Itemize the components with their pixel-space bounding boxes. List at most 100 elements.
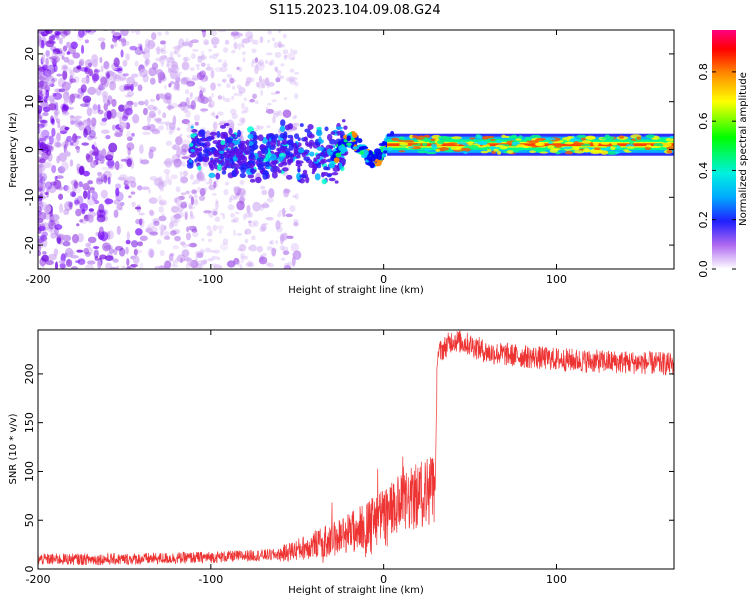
spec-noise-blob (149, 222, 154, 229)
spec-noise-blob (211, 37, 220, 45)
spec-noise-blob (169, 230, 177, 236)
spec-noise-blob (80, 88, 85, 97)
spec-noise-blob (149, 98, 156, 102)
spec-noise-blob (100, 173, 108, 183)
spec-noise-blob (212, 193, 217, 196)
spec-noise-blob (166, 56, 175, 64)
spec-noise-blob (83, 270, 86, 275)
spec-signal-blob (334, 180, 339, 184)
spec-signal-blob (326, 173, 332, 178)
spec-signal-blob (606, 151, 618, 155)
spec-signal-blob (296, 172, 302, 181)
spec-noise-blob (258, 256, 268, 265)
spec-noise-blob (281, 232, 288, 241)
spec-noise-blob (99, 30, 104, 31)
spec-noise-blob (172, 245, 179, 250)
spec-noise-blob (58, 37, 63, 45)
spec-signal-blob (216, 130, 221, 139)
spec-noise-blob (38, 115, 43, 122)
spec-noise-blob (180, 77, 189, 85)
colorbar-label: Normalized spectral amplitude (738, 72, 749, 226)
spec-noise-blob (171, 66, 175, 73)
snr-y-tick-label: 50 (23, 513, 36, 527)
spec-signal-blob (264, 161, 271, 167)
spec-noise-blob (139, 44, 143, 51)
spec-y-tick-label: 0 (23, 146, 36, 153)
spec-signal-blob (238, 159, 242, 167)
spec-noise-blob (169, 50, 174, 61)
spec-signal-blob (398, 150, 406, 153)
spec-noise-blob (271, 99, 277, 103)
spec-noise-blob (78, 181, 83, 188)
snr-x-ticks: -200 -100 0 100 (26, 330, 567, 586)
spec-signal-blob (666, 149, 673, 154)
spec-signal-blob (668, 135, 674, 139)
spec-noise-blob (124, 185, 130, 190)
spec-signal-blob (210, 165, 215, 171)
spec-noise-blob (54, 261, 59, 269)
spec-signal-blob (398, 136, 405, 140)
spec-noise-blob (159, 200, 166, 206)
spec-noise-blob (66, 51, 71, 55)
spec-noise-blob (279, 245, 285, 251)
spec-noise-blob (217, 59, 223, 63)
spec-noise-blob (140, 159, 150, 165)
spec-noise-blob (134, 206, 142, 210)
snr-y-label: SNR (10 * v/v) (8, 413, 19, 484)
spec-signal-blob (230, 133, 237, 138)
spec-signal-blob (292, 142, 298, 147)
spec-noise-blob (47, 253, 57, 261)
spec-noise-blob (192, 48, 199, 52)
spec-noise-blob (99, 231, 109, 242)
spec-noise-blob (46, 70, 52, 79)
spec-noise-blob (45, 40, 55, 48)
spec-noise-blob (97, 150, 104, 161)
spec-noise-blob (164, 85, 167, 90)
spec-noise-blob (104, 198, 114, 205)
spec-noise-blob (172, 46, 179, 50)
spec-noise-blob (187, 243, 194, 248)
spec-signal-blob (272, 165, 280, 173)
spec-signal-blob (321, 158, 328, 164)
spec-signal-blob (352, 146, 360, 150)
spec-noise-blob (229, 194, 237, 201)
spec-noise-blob (179, 101, 188, 108)
spec-noise-blob (236, 232, 243, 236)
spec-noise-blob (188, 203, 193, 210)
spec-noise-blob (161, 179, 169, 185)
spec-signal-blob (226, 148, 230, 154)
spec-noise-blob (251, 48, 257, 54)
spec-noise-blob (164, 54, 167, 61)
spec-noise-blob (208, 177, 213, 186)
spec-noise-blob (40, 119, 48, 124)
spec-signal-blob (323, 166, 329, 171)
spec-noise-blob (260, 203, 270, 209)
spec-noise-blob (43, 204, 52, 213)
spec-noise-blob (239, 180, 245, 185)
spec-noise-blob (189, 242, 197, 248)
spec-noise-blob (51, 220, 60, 227)
spec-noise-blob (215, 199, 219, 205)
spec-noise-blob (149, 176, 158, 181)
spec-noise-blob (84, 251, 91, 257)
spec-noise-blob (63, 56, 70, 63)
spec-noise-blob (40, 24, 49, 27)
spec-noise-blob (95, 86, 102, 96)
spec-noise-blob (69, 202, 73, 210)
spec-signal-blob (330, 131, 336, 135)
spec-noise-blob (56, 234, 65, 238)
spec-noise-blob (41, 243, 46, 247)
spec-noise-blob (185, 263, 191, 269)
spec-noise-blob (41, 94, 47, 99)
spec-signal-blob (304, 141, 310, 146)
spec-noise-blob (58, 185, 63, 191)
spec-signal-blob (467, 141, 474, 146)
spec-noise-blob (118, 76, 127, 81)
spec-noise-blob (183, 257, 192, 262)
spec-noise-blob (92, 103, 98, 111)
spec-noise-blob (100, 41, 106, 50)
spec-signal-blob (653, 135, 660, 140)
spec-signal-blob (255, 176, 262, 184)
spec-noise-blob (269, 59, 275, 66)
spec-noise-blob (215, 201, 219, 210)
